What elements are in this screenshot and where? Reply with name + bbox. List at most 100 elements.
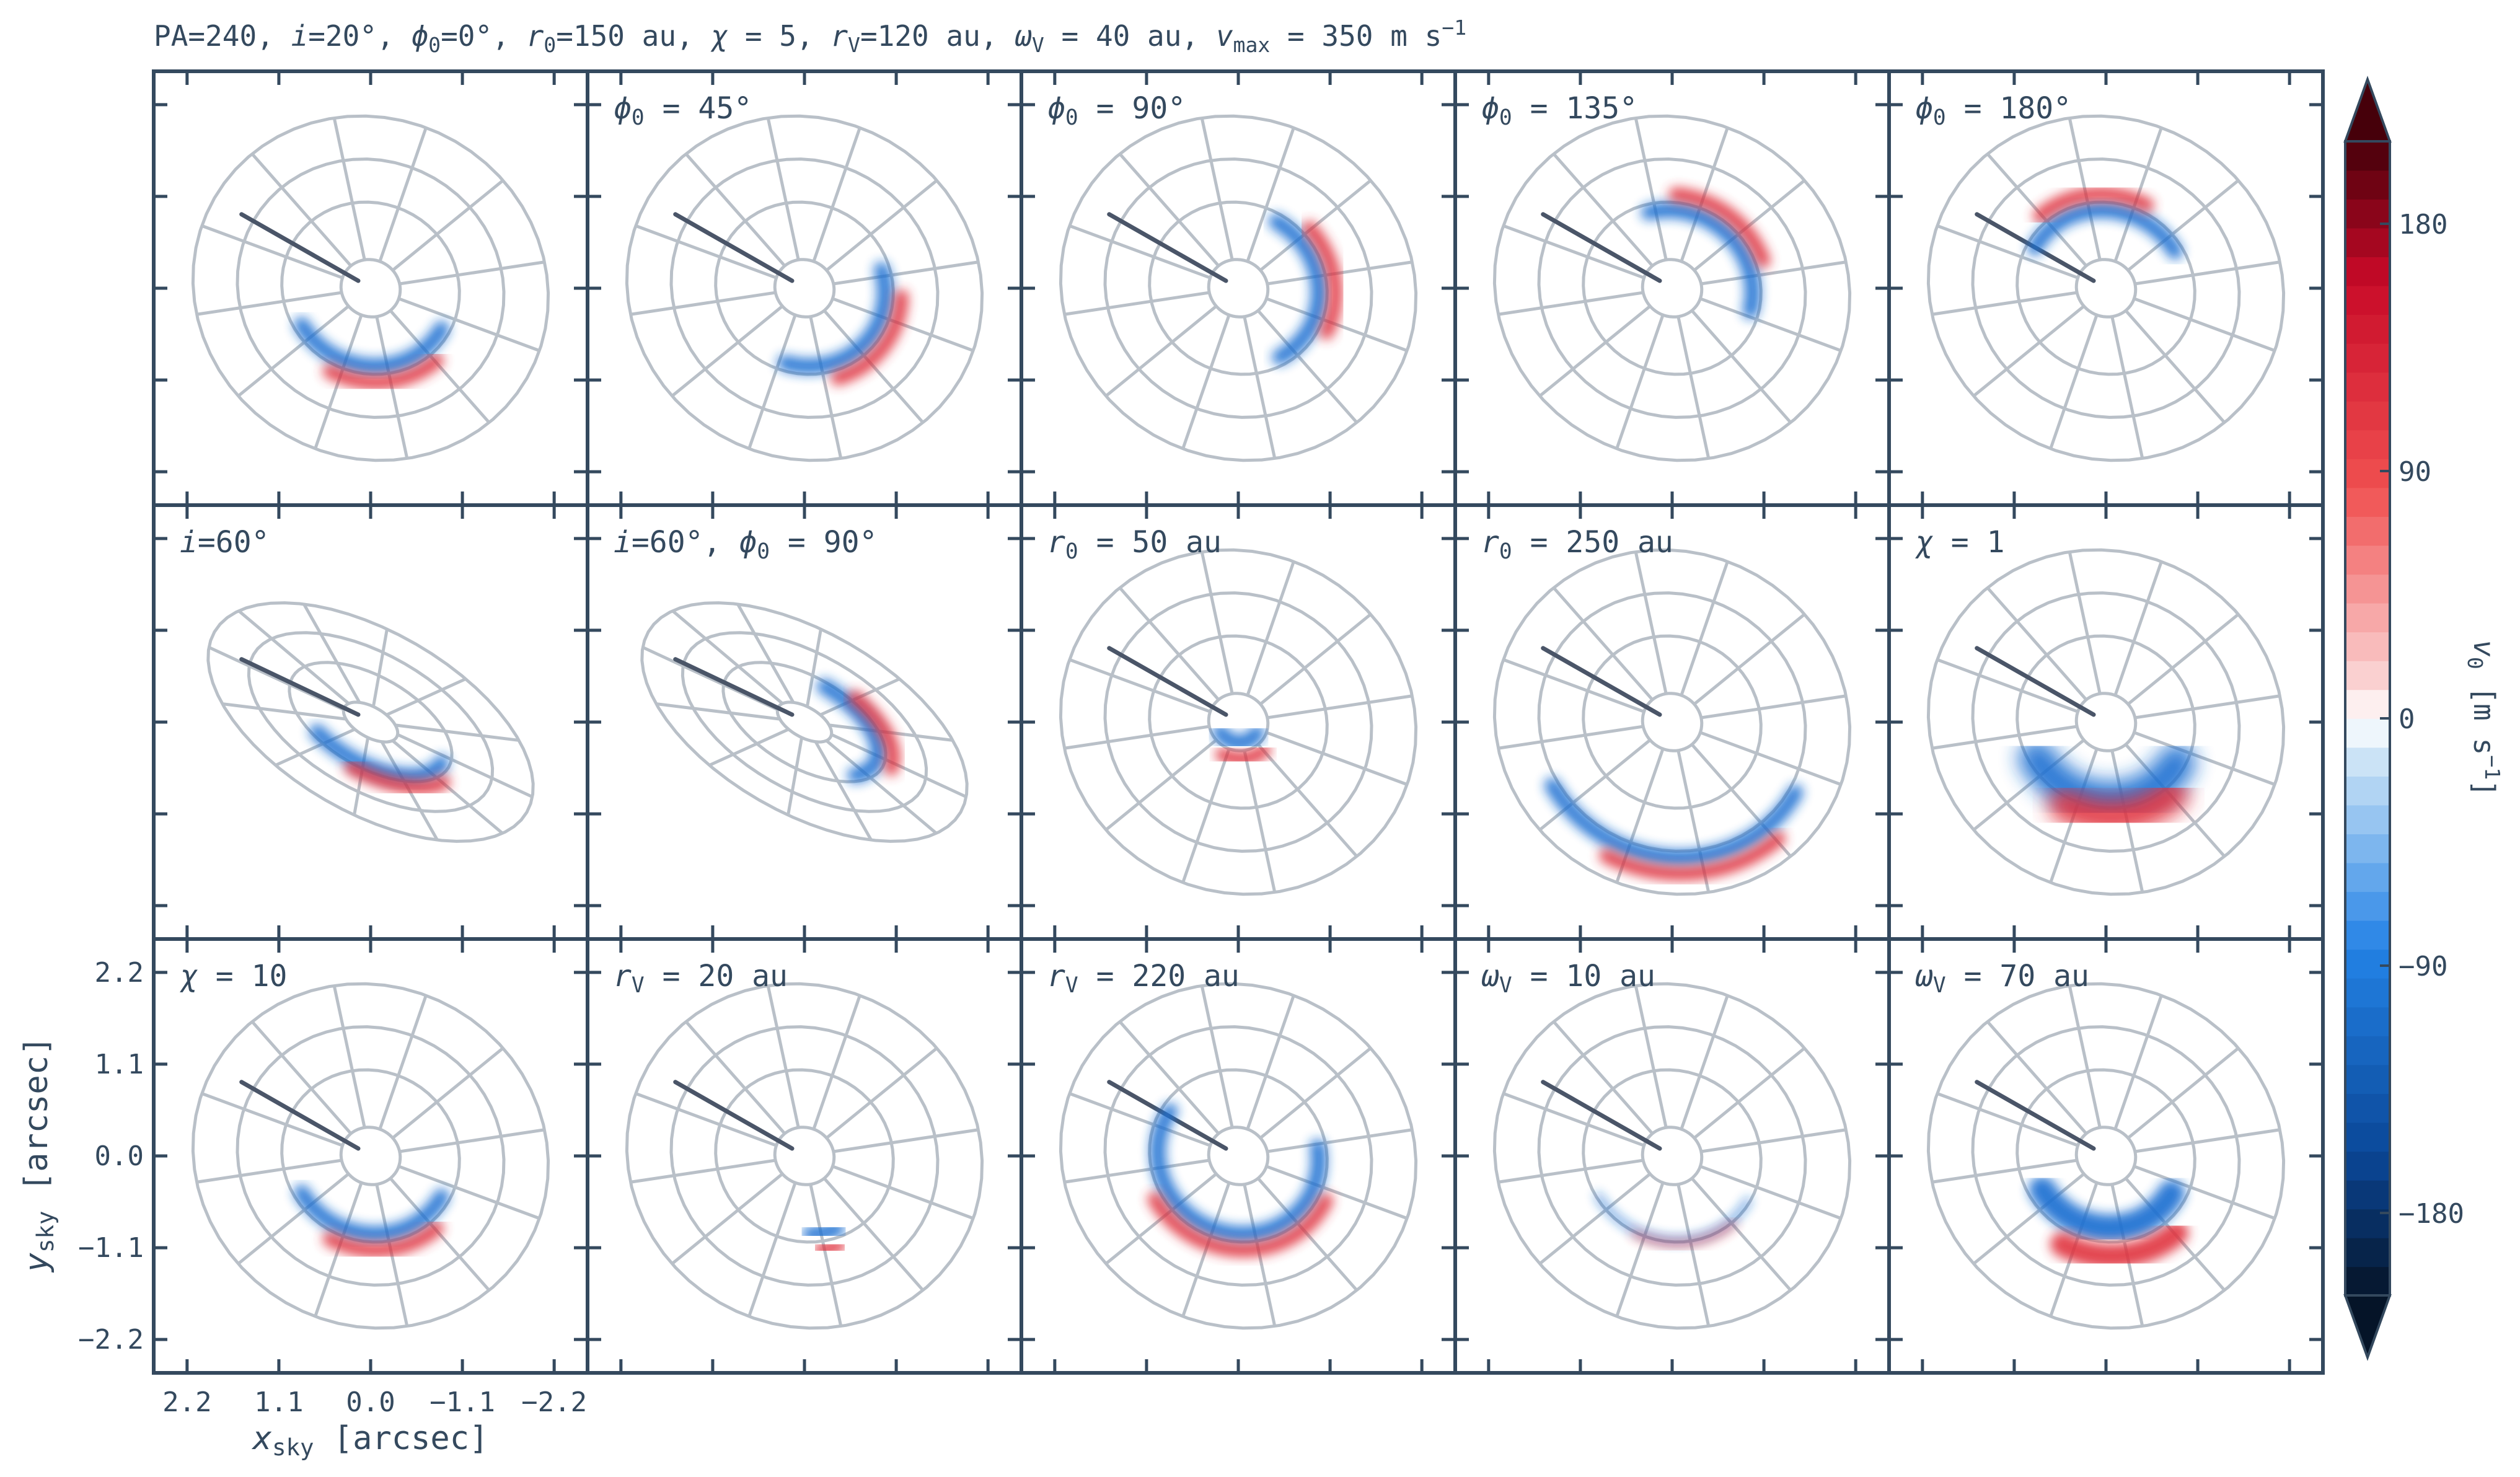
velocity-signature (2027, 187, 2183, 260)
grid-spoke (398, 297, 540, 353)
velocity-signature (1147, 1103, 1334, 1258)
panel-frame (152, 937, 589, 1375)
grid-spoke (2133, 731, 2276, 787)
colorbar-segment (2345, 314, 2390, 344)
grid-spoke (385, 677, 467, 716)
grid-spoke (736, 603, 795, 703)
velocity-signature (816, 679, 901, 783)
colorbar-segment (2345, 372, 2390, 402)
panel-label: r0 = 50 au (1047, 525, 1222, 564)
panel-frame (1020, 69, 1457, 507)
grid-ring (625, 982, 984, 1330)
grid-spoke (2068, 551, 2102, 694)
grid-ring (2074, 1126, 2138, 1186)
grid-ring (625, 114, 984, 462)
velocity-signature (1268, 213, 1342, 365)
grid-spoke (2133, 297, 2276, 353)
grid-spoke (1267, 694, 1412, 720)
grid-spoke (196, 291, 342, 316)
colorbar-tick-label: 0 (2399, 703, 2415, 735)
grid-spoke (1680, 561, 1729, 696)
grid-spoke (1266, 1165, 1408, 1220)
y-tick-label: −2.2 (78, 1324, 144, 1356)
grid-spoke (1246, 995, 1295, 1130)
grid-spoke (1552, 152, 1654, 267)
positive-velocity-lobe (322, 353, 444, 390)
positive-velocity-lobe (1147, 1192, 1334, 1258)
negative-velocity-lobe (1268, 213, 1327, 365)
x-tick-label: 1.1 (254, 1387, 303, 1418)
negative-velocity-lobe (294, 317, 449, 374)
grid-ring (1103, 591, 1373, 853)
polar-grid (640, 601, 969, 843)
grid-spoke (805, 628, 822, 707)
grid-spoke (1932, 291, 2077, 316)
panel-label: ϕ0 = 180° (1915, 91, 2071, 130)
polar-grid (625, 982, 984, 1330)
panel-frame (1887, 69, 2325, 507)
planet-track (1541, 1080, 1662, 1151)
colorbar-segment (2345, 430, 2390, 459)
colorbar-segment (2345, 862, 2390, 893)
panel-frame (152, 69, 589, 507)
grid-spoke (1181, 314, 1231, 449)
grid-spoke (1615, 1182, 1665, 1317)
grid-spoke (378, 995, 428, 1130)
panel-label: i=60°, ϕ0 = 90° (614, 525, 877, 564)
colorbar-extend-min (2343, 1294, 2392, 1361)
grid-spoke (2135, 1128, 2280, 1153)
grid-ring (1207, 1126, 1270, 1186)
grid-spoke (635, 1091, 777, 1147)
grid-spoke (332, 117, 366, 260)
tick-marks (1021, 939, 1455, 1373)
grid-ring (1148, 634, 1329, 810)
colorbar-segment (2345, 257, 2390, 286)
planet-track (673, 212, 795, 283)
colorbar-segment (2345, 516, 2390, 546)
grid-ring (1537, 1025, 1807, 1287)
grid-spoke (635, 224, 777, 280)
grid-ring (1059, 548, 1418, 896)
grid-spoke (1676, 316, 1711, 459)
grid-spoke (2135, 260, 2280, 286)
grid-ring (2074, 258, 2138, 319)
grid-ring (1582, 634, 1763, 810)
tick-marks (1455, 939, 1889, 1373)
tick-marks (154, 505, 588, 939)
grid-spoke (1690, 1177, 1792, 1292)
grid-ring (1926, 982, 2286, 1330)
grid-spoke (1538, 305, 1651, 397)
tick-marks (1889, 939, 2323, 1373)
grid-spoke (1502, 224, 1645, 280)
panel: ϕ0 = 45° (586, 69, 1023, 507)
panel: i=60°, ϕ0 = 90° (586, 503, 1023, 941)
planet-track (1975, 646, 2096, 717)
polar-grid (625, 114, 984, 462)
grid-spoke (1936, 224, 2079, 280)
positive-velocity-lobe (2048, 777, 2189, 833)
panel-frame (1020, 503, 1457, 941)
positive-velocity-lobe (1302, 221, 1342, 340)
grid-ring (1492, 114, 1852, 462)
grid-spoke (1634, 985, 1668, 1128)
panel-label: χ = 10 (180, 959, 287, 994)
polar-grid (1059, 114, 1418, 462)
panel-frame (586, 69, 1023, 507)
panel-grid: ϕ0 = 45° ϕ0 = 90° ϕ0 = 135° ϕ0 = 180° i=60° i… (78, 69, 2325, 1418)
grid-spoke (1181, 748, 1231, 883)
colorbar-segment (2345, 834, 2390, 863)
grid-spoke (766, 985, 800, 1128)
grid-ring (1641, 258, 1704, 319)
grid-spoke (832, 1165, 974, 1220)
grid-spoke (1498, 1158, 1644, 1184)
velocity-signature (2029, 1176, 2189, 1269)
grid-spoke (1243, 750, 1277, 893)
negative-velocity-lobe (2027, 202, 2183, 260)
panel: r0 = 50 au (1020, 503, 1457, 941)
colorbar-segment (2345, 977, 2390, 1008)
polar-grid (1059, 548, 1418, 896)
grid-spoke (1701, 260, 1846, 286)
colorbar-segment (2345, 1007, 2390, 1036)
grid-ring (1492, 548, 1852, 896)
grid-spoke (1680, 995, 1729, 1130)
